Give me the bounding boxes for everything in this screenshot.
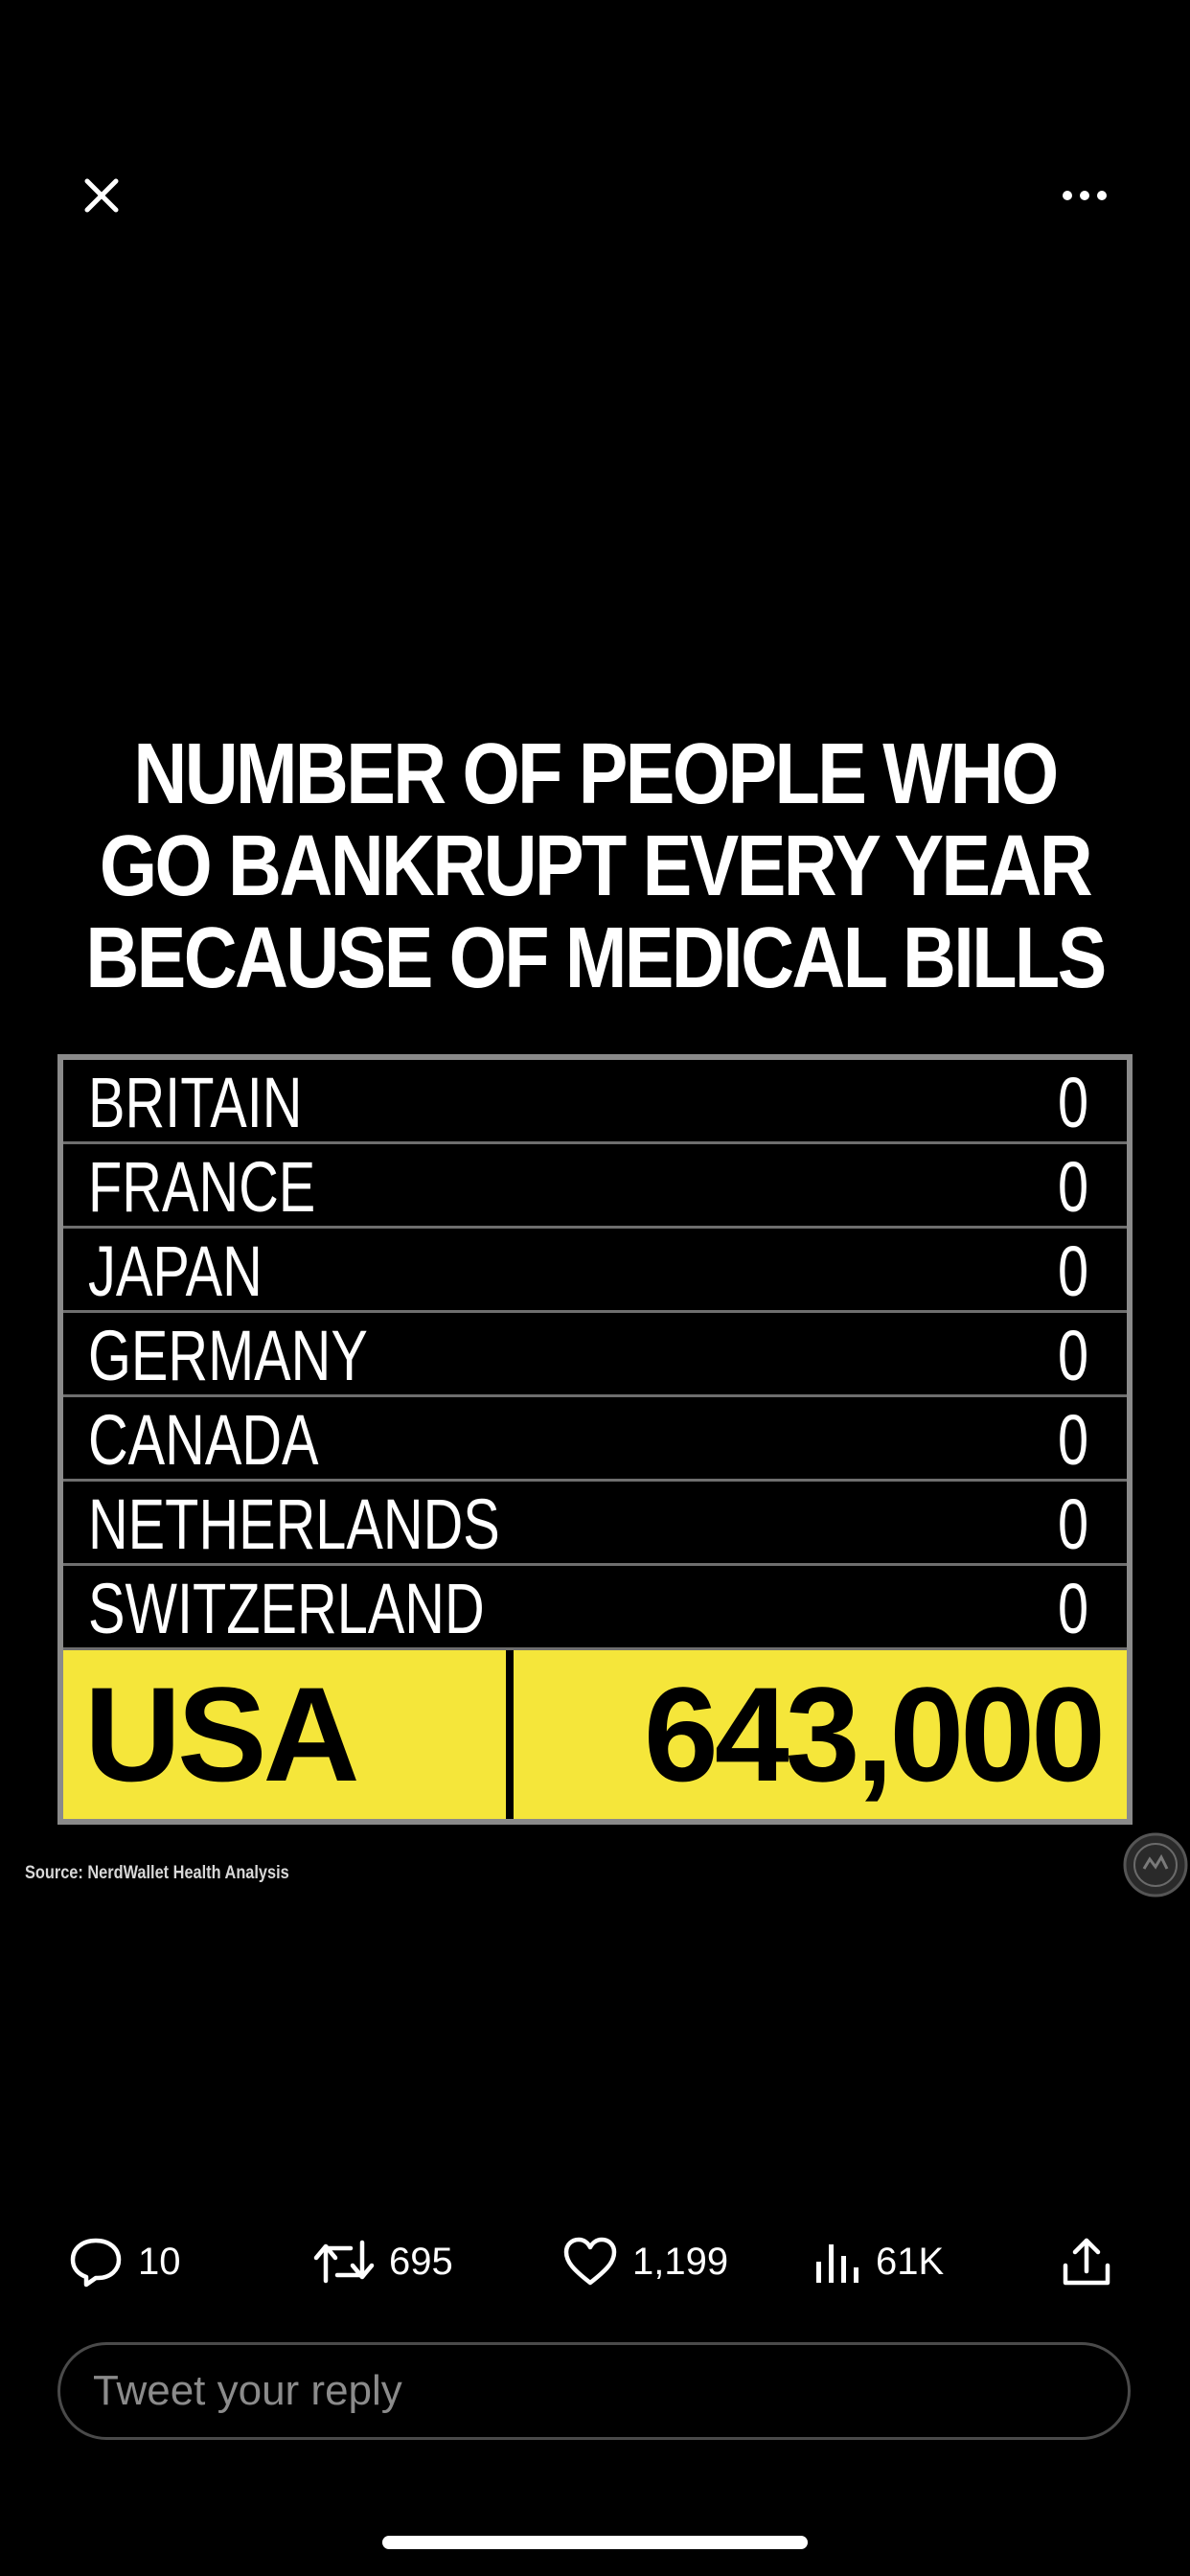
share-icon bbox=[1063, 2238, 1110, 2286]
top-bar bbox=[0, 144, 1190, 240]
more-horizontal-icon bbox=[1063, 191, 1107, 200]
country-name: GERMANY bbox=[88, 1316, 368, 1395]
like-button[interactable]: 1,199 bbox=[561, 2223, 728, 2300]
views-icon bbox=[816, 2244, 858, 2283]
table-row: GERMANY 0 bbox=[63, 1313, 1127, 1397]
tweet-action-bar: 10 695 1,199 61K bbox=[0, 2223, 1190, 2300]
tweet-media-image[interactable]: NUMBER OF PEOPLE WHO GO BANKRUPT EVERY Y… bbox=[0, 728, 1190, 1898]
country-name: CANADA bbox=[88, 1400, 319, 1480]
reply-count: 10 bbox=[138, 2240, 181, 2283]
table-row: CANADA 0 bbox=[63, 1397, 1127, 1482]
close-button[interactable] bbox=[71, 165, 132, 226]
highlight-value: 643,000 bbox=[643, 1659, 1106, 1809]
retweet-icon bbox=[313, 2240, 375, 2284]
country-name: SWITZERLAND bbox=[88, 1569, 485, 1648]
reply-button[interactable]: 10 bbox=[67, 2223, 181, 2300]
tweet-reply-input[interactable]: Tweet your reply bbox=[57, 2342, 1131, 2440]
close-icon bbox=[84, 178, 119, 213]
usa-highlight-row: USA 643,000 bbox=[63, 1650, 1127, 1819]
views-count: 61K bbox=[876, 2240, 945, 2283]
country-name: FRANCE bbox=[88, 1147, 316, 1227]
bankruptcy-count: 0 bbox=[1057, 1231, 1088, 1311]
infographic-title: NUMBER OF PEOPLE WHO GO BANKRUPT EVERY Y… bbox=[83, 728, 1107, 1004]
country-name: NETHERLANDS bbox=[88, 1484, 500, 1564]
retweet-count: 695 bbox=[389, 2240, 453, 2283]
title-line: NUMBER OF PEOPLE WHO bbox=[133, 726, 1059, 822]
home-indicator[interactable] bbox=[382, 2536, 808, 2549]
bankruptcy-count: 0 bbox=[1057, 1484, 1088, 1564]
reply-placeholder: Tweet your reply bbox=[93, 2367, 402, 2414]
country-name: BRITAIN bbox=[88, 1063, 303, 1142]
title-line: GO BANKRUPT EVERY YEAR bbox=[99, 818, 1093, 914]
highlight-country: USA bbox=[63, 1650, 514, 1819]
bankruptcy-count: 0 bbox=[1057, 1400, 1088, 1480]
reply-icon bbox=[70, 2238, 122, 2288]
views-button[interactable]: 61K bbox=[812, 2223, 944, 2300]
table-row: BRITAIN 0 bbox=[63, 1060, 1127, 1144]
share-button[interactable] bbox=[1058, 2223, 1115, 2300]
bankruptcy-table: BRITAIN 0 FRANCE 0 JAPAN 0 GERMANY 0 CAN… bbox=[57, 1054, 1133, 1825]
source-caption: Source: NerdWallet Health Analysis bbox=[25, 1863, 289, 1883]
more-options-button[interactable] bbox=[1054, 165, 1115, 226]
table-row: JAPAN 0 bbox=[63, 1229, 1127, 1313]
watermark-seal bbox=[1123, 1832, 1188, 1898]
title-line: BECAUSE OF MEDICAL BILLS bbox=[85, 910, 1107, 1006]
bankruptcy-count: 0 bbox=[1057, 1147, 1088, 1227]
table-row: NETHERLANDS 0 bbox=[63, 1482, 1127, 1566]
table-row: FRANCE 0 bbox=[63, 1144, 1127, 1229]
retweet-button[interactable]: 695 bbox=[312, 2223, 453, 2300]
bankruptcy-count: 0 bbox=[1057, 1316, 1088, 1395]
heart-icon bbox=[563, 2237, 617, 2286]
bankruptcy-count: 0 bbox=[1057, 1063, 1088, 1142]
country-name: JAPAN bbox=[88, 1231, 263, 1311]
bankruptcy-count: 0 bbox=[1057, 1569, 1088, 1648]
table-row: SWITZERLAND 0 bbox=[63, 1566, 1127, 1650]
like-count: 1,199 bbox=[632, 2240, 729, 2283]
